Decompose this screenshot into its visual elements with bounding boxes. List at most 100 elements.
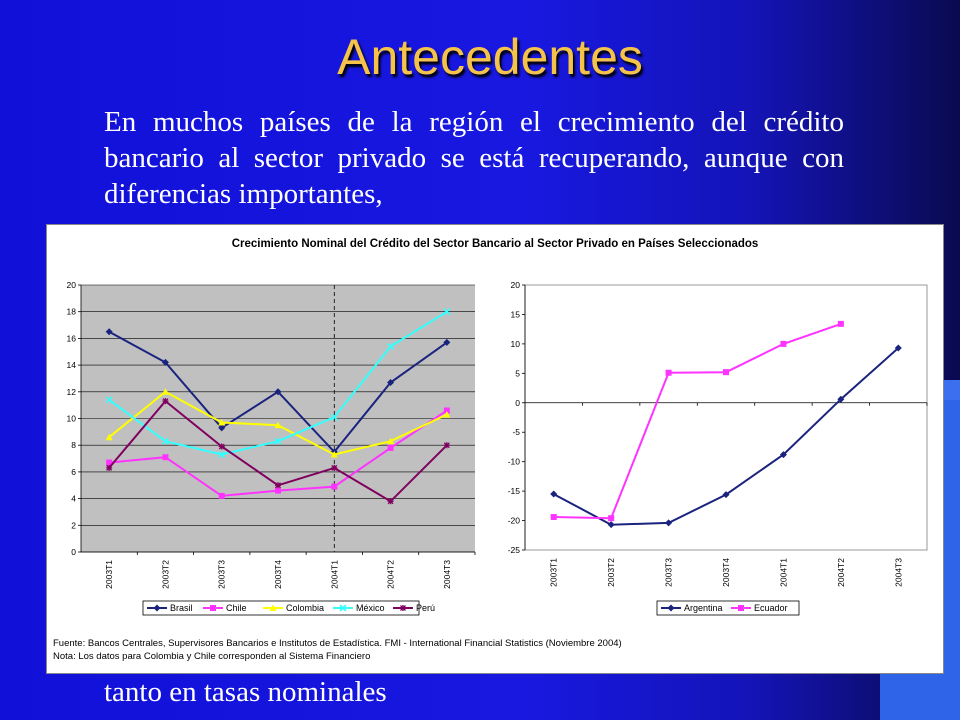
series-colombia xyxy=(105,388,451,458)
data-point xyxy=(608,515,615,522)
series-ecuador xyxy=(550,320,844,522)
data-point xyxy=(330,413,338,421)
data-point xyxy=(274,437,282,445)
series-brasil xyxy=(105,328,451,456)
data-point xyxy=(275,487,281,494)
data-point xyxy=(218,419,226,426)
legend-marker xyxy=(738,605,744,611)
figure-panel: Crecimiento Nominal del Crédito del Sect… xyxy=(46,224,944,674)
legend-label: Argentina xyxy=(684,603,723,613)
source-note: Fuente: Bancos Centrales, Supervisores B… xyxy=(53,638,622,649)
y-tick-label: -5 xyxy=(512,427,520,437)
data-point xyxy=(722,491,730,499)
y-tick-label: -25 xyxy=(508,545,521,555)
slide-title: Antecedentes xyxy=(337,29,643,85)
x-tick-label: 2004T3 xyxy=(442,560,452,589)
data-point xyxy=(105,328,113,336)
data-point xyxy=(275,482,281,489)
chart-1: 0 2 4 6 8 10 12 14 16 18 20 2003T1 2003T2 2003T3 2003T… xyxy=(67,280,476,616)
legend-label: Colombia xyxy=(286,603,324,613)
data-point xyxy=(387,437,395,445)
x-tick-label: 2003T4 xyxy=(273,560,283,589)
data-point xyxy=(665,519,673,527)
data-point xyxy=(837,320,844,327)
data-point xyxy=(443,442,450,449)
data-point xyxy=(550,514,557,521)
x-tick-label: 2004T1 xyxy=(778,558,788,587)
legend-marker xyxy=(400,605,406,611)
data-note: Nota: Los datos para Colombia y Chile co… xyxy=(53,651,371,662)
y-tick-label: 10 xyxy=(67,414,77,424)
data-point xyxy=(387,342,395,350)
y-tick-label: 6 xyxy=(71,467,76,477)
legend-marker xyxy=(269,604,277,611)
legend-marker xyxy=(153,604,161,612)
y-tick-label: 12 xyxy=(67,387,77,397)
data-point xyxy=(387,498,394,505)
series-chile xyxy=(106,407,450,499)
legend-marker xyxy=(339,604,347,612)
x-tick-label: 2004T3 xyxy=(893,558,903,587)
data-point xyxy=(894,344,902,352)
y-tick-label: -10 xyxy=(508,457,521,467)
data-point xyxy=(779,451,787,459)
y-tick-label: 15 xyxy=(511,309,521,319)
figure-title: Crecimiento Nominal del Crédito del Sect… xyxy=(232,238,759,250)
y-tick-label: 0 xyxy=(71,547,76,557)
data-point xyxy=(161,437,169,445)
data-point xyxy=(387,378,395,386)
legend-label: Perú xyxy=(416,603,435,613)
x-tick-label: 2004T2 xyxy=(386,560,396,589)
intro-text: En muchos países de la región el crecimi… xyxy=(104,106,844,210)
data-point xyxy=(274,388,282,396)
x-tick-label: 2003T3 xyxy=(664,558,674,587)
series-perú xyxy=(106,398,450,505)
y-tick-label: 8 xyxy=(71,440,76,450)
series-argentina xyxy=(550,344,902,529)
data-point xyxy=(607,521,615,529)
data-point xyxy=(218,424,226,432)
data-point xyxy=(665,369,672,376)
data-point xyxy=(331,483,338,490)
data-point xyxy=(106,459,113,466)
y-tick-label: 2 xyxy=(71,520,76,530)
legend-label: Ecuador xyxy=(754,603,788,613)
y-tick-label: 4 xyxy=(71,494,76,504)
y-tick-label: 20 xyxy=(67,280,77,290)
y-tick-label: -15 xyxy=(508,486,521,496)
data-point xyxy=(837,395,845,403)
series-line xyxy=(553,322,842,520)
y-tick-label: 18 xyxy=(67,307,77,317)
legend: Argentina Ecuador xyxy=(656,600,800,616)
data-point xyxy=(443,338,451,346)
x-tick-label: 2003T4 xyxy=(721,558,731,587)
data-point xyxy=(105,433,113,441)
data-point xyxy=(274,421,282,429)
footer-text: tanto en tasas nominales xyxy=(104,676,387,708)
series-méxico xyxy=(105,308,451,459)
data-point xyxy=(161,358,169,366)
chart-2: -25 -20 -15 -10 -5 0 5 10 15 20 2003T1 2003T2 2003T3… xyxy=(508,280,928,616)
data-point xyxy=(218,450,226,459)
data-point xyxy=(723,369,729,376)
data-point xyxy=(218,443,225,450)
legend-marker xyxy=(210,605,216,611)
data-point xyxy=(550,490,558,498)
data-point xyxy=(161,388,169,395)
y-tick-label: 16 xyxy=(67,333,77,343)
plot-area xyxy=(524,284,928,551)
x-tick-label: 2003T1 xyxy=(104,560,114,589)
data-point xyxy=(162,454,169,461)
x-tick-label: 2003T2 xyxy=(606,558,616,587)
data-point xyxy=(780,340,787,347)
data-point xyxy=(443,308,451,316)
x-tick-label: 2003T1 xyxy=(549,558,559,587)
chart-canvas: Crecimiento Nominal del Crédito del Sect… xyxy=(67,238,928,616)
data-point xyxy=(387,444,394,451)
data-point xyxy=(443,407,450,414)
y-tick-label: 20 xyxy=(511,280,521,290)
x-tick-label: 2003T2 xyxy=(160,560,170,589)
legend-label: Chile xyxy=(226,603,247,613)
y-tick-label: 5 xyxy=(515,368,520,378)
x-tick-label: 2004T1 xyxy=(329,560,339,589)
